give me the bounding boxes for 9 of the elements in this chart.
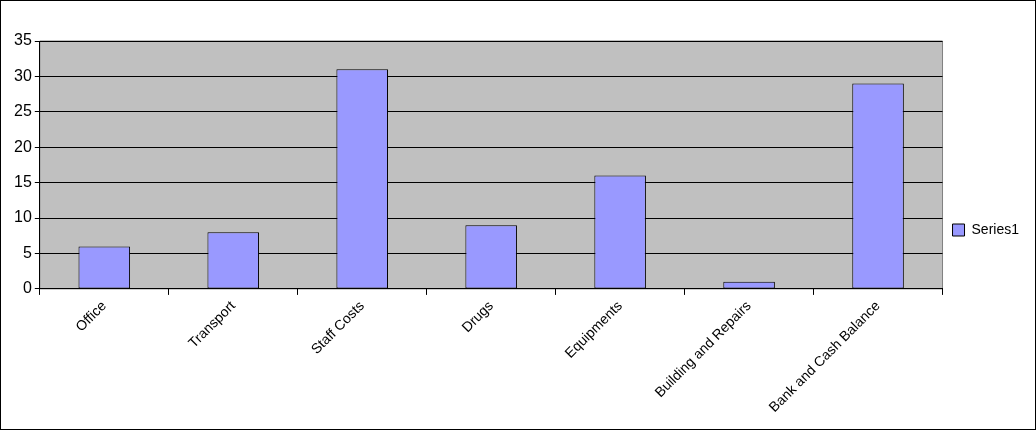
y-tick-label: 10 — [14, 208, 32, 226]
y-tick-label: 0 — [22, 279, 32, 297]
y-tick-label: 35 — [14, 31, 32, 49]
y-tick-label: 25 — [14, 102, 32, 120]
y-tick-label: 30 — [14, 66, 32, 84]
y-tick-label: 20 — [14, 137, 32, 155]
legend-label: Series1 — [971, 220, 1020, 237]
y-tick-label: 5 — [22, 243, 32, 261]
y-tick-label: 15 — [14, 173, 32, 191]
